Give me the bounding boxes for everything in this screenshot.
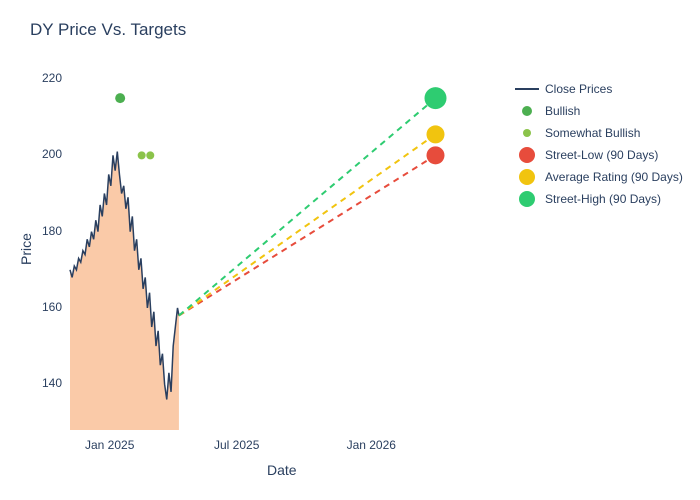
y-axis-label: Price <box>18 233 34 265</box>
legend-label: Bullish <box>545 104 580 118</box>
y-tick: 160 <box>22 300 62 314</box>
y-tick: 200 <box>22 147 62 161</box>
projection-marker-avg-rating <box>427 125 445 143</box>
y-tick: 140 <box>22 376 62 390</box>
projection-marker-street-high <box>425 87 447 109</box>
projection-street-low <box>179 155 436 315</box>
legend-label: Close Prices <box>545 82 612 96</box>
projection-avg-rating <box>179 134 436 315</box>
y-tick: 180 <box>22 224 62 238</box>
x-tick: Jul 2025 <box>214 438 259 452</box>
projection-street-high <box>179 98 436 315</box>
legend-swatch <box>515 146 539 164</box>
legend-item: Somewhat Bullish <box>515 124 683 142</box>
bullish-point <box>138 151 146 159</box>
x-axis-label: Date <box>267 462 297 478</box>
y-tick: 220 <box>22 71 62 85</box>
legend-item: Bullish <box>515 102 683 120</box>
plot-svg <box>0 0 700 500</box>
bullish-point <box>115 93 125 103</box>
legend-label: Average Rating (90 Days) <box>545 170 683 184</box>
legend-label: Somewhat Bullish <box>545 126 640 140</box>
legend-item: Street-High (90 Days) <box>515 190 683 208</box>
legend-item: Street-Low (90 Days) <box>515 146 683 164</box>
projection-marker-street-low <box>427 146 445 164</box>
legend-label: Street-High (90 Days) <box>545 192 661 206</box>
bullish-point <box>146 151 154 159</box>
x-tick: Jan 2026 <box>347 438 396 452</box>
legend: Close Prices Bullish Somewhat Bullish Stree… <box>515 80 683 212</box>
legend-swatch <box>515 168 539 186</box>
legend-item: Average Rating (90 Days) <box>515 168 683 186</box>
legend-swatch <box>515 190 539 208</box>
legend-item: Close Prices <box>515 80 683 98</box>
legend-swatch <box>515 80 539 98</box>
legend-swatch <box>515 124 539 142</box>
legend-swatch <box>515 102 539 120</box>
legend-label: Street-Low (90 Days) <box>545 148 658 162</box>
x-tick: Jan 2025 <box>85 438 134 452</box>
chart-container: DY Price Vs. Targets Price Date 14016018… <box>0 0 700 500</box>
